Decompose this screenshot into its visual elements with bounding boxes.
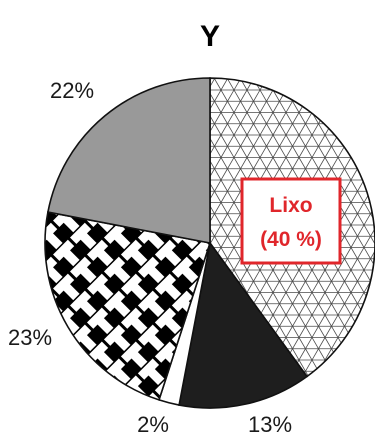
lixo-callout-label: Lixo xyxy=(269,194,312,217)
pie-slice-slice-3 xyxy=(44,211,212,401)
chart-title: Y xyxy=(200,20,220,53)
lixo-callout-value: (40 %) xyxy=(260,228,322,251)
lixo-callout: Lixo (40 %) xyxy=(240,177,342,265)
pie-slice-slice-4 xyxy=(46,77,211,244)
pie-slice-slice-1 xyxy=(178,241,309,409)
pie-slices xyxy=(44,77,375,409)
pie-slice-label-1: 13% xyxy=(248,412,292,437)
lixo-callout-box xyxy=(240,177,342,265)
pie-slice-label-3: 23% xyxy=(8,325,52,350)
pie-slice-label-2: 2% xyxy=(137,412,169,437)
pie-slice-label-4: 22% xyxy=(50,78,94,103)
pie-labels: 13% 2% 23% 22% xyxy=(8,78,292,437)
